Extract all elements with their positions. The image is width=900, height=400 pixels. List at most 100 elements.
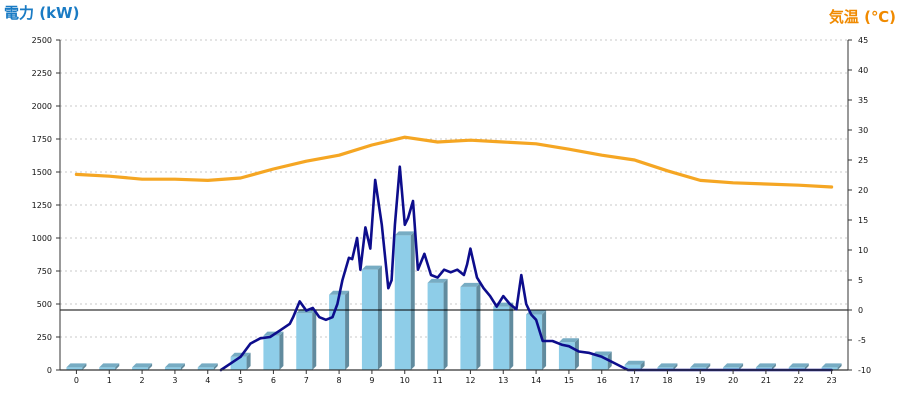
x-tick-label: 8 (337, 376, 342, 385)
bar-front (296, 313, 313, 370)
right-axis-title: 気温 (℃) (829, 8, 896, 26)
bar-side (345, 290, 350, 370)
x-tick-label: 3 (172, 376, 177, 385)
x-tick-label: 20 (728, 376, 738, 385)
right-axis-ticks: -10 -5 0 5 10 15 20 25 30 35 40 45 (848, 36, 871, 375)
x-tick-label: 11 (432, 376, 442, 385)
left-tick-label: 2500 (32, 36, 52, 45)
right-tick-label: 30 (858, 126, 868, 135)
bar (197, 363, 218, 370)
bar (558, 338, 579, 370)
right-tick-label: 25 (858, 156, 868, 165)
bar-front (690, 367, 707, 370)
bar-side (804, 363, 809, 370)
bar-side (837, 363, 842, 370)
right-tick-label: 45 (858, 36, 868, 45)
bar-front (394, 235, 411, 370)
left-tick-label: 0 (47, 366, 52, 375)
left-axis-ticks: 0 250 500 750 1000 1250 1500 1750 2000 2250 2500 (32, 36, 60, 375)
bar-top (821, 363, 842, 368)
x-tick-label: 14 (531, 376, 541, 385)
bar-top (394, 231, 415, 236)
bar-front (558, 342, 575, 370)
bar (329, 290, 350, 370)
bar (361, 265, 382, 370)
x-tick-label: 17 (629, 376, 639, 385)
right-tick-label: 35 (858, 96, 868, 105)
bar-series (66, 231, 842, 370)
bar-front (132, 367, 149, 370)
bar-top (66, 363, 87, 368)
bar-side (82, 363, 87, 370)
bar-front (821, 367, 838, 370)
x-tick-label: 6 (271, 376, 276, 385)
bar-top (460, 282, 481, 287)
bar (164, 363, 185, 370)
left-tick-label: 1750 (32, 135, 52, 144)
bar (755, 363, 776, 370)
axes (59, 40, 849, 371)
bar-front (197, 367, 214, 370)
bar-top (755, 363, 776, 368)
bar-side (739, 363, 744, 370)
bar-side (640, 360, 645, 370)
right-tick-label: -5 (858, 336, 866, 345)
bar-front (263, 335, 280, 370)
bar (493, 302, 514, 370)
bar-top (558, 338, 579, 343)
x-tick-label: 5 (238, 376, 243, 385)
right-tick-label: 5 (858, 276, 863, 285)
bar (132, 363, 153, 370)
right-tick-label: -10 (858, 366, 871, 375)
bar-top (197, 363, 218, 368)
bar-front (788, 367, 805, 370)
bar-top (132, 363, 153, 368)
bar-side (312, 309, 317, 370)
bar-top (690, 363, 711, 368)
bar (427, 278, 448, 370)
bar (821, 363, 842, 370)
bar (690, 363, 711, 370)
bar-front (427, 282, 444, 370)
x-tick-label: 0 (74, 376, 79, 385)
bar-front (526, 314, 543, 370)
bar (788, 363, 809, 370)
x-tick-label: 15 (564, 376, 574, 385)
x-tick-label: 10 (400, 376, 410, 385)
bar-side (706, 363, 711, 370)
x-tick-label: 21 (761, 376, 771, 385)
bar-front (657, 367, 674, 370)
x-tick-label: 13 (498, 376, 508, 385)
bar-front (755, 367, 772, 370)
x-tick-label: 4 (205, 376, 210, 385)
grid-lines (60, 39, 848, 338)
bar (66, 363, 87, 370)
bar-front (164, 367, 181, 370)
left-tick-label: 250 (37, 333, 52, 342)
right-tick-label: 40 (858, 66, 868, 75)
bar-side (377, 265, 382, 370)
x-tick-label: 2 (140, 376, 145, 385)
temperature-line (74, 135, 834, 189)
left-tick-label: 1000 (32, 234, 52, 243)
bar-side (115, 363, 120, 370)
power-series (219, 165, 833, 372)
x-axis-ticks: 0 1 2 3 4 5 6 7 8 9 10 11 12 13 14 15 16 17 18 19 20 21 22 23 (74, 370, 837, 385)
right-tick-label: 20 (858, 186, 868, 195)
bar-side (180, 363, 185, 370)
bar-side (148, 363, 153, 370)
bar (394, 231, 415, 370)
x-tick-label: 9 (369, 376, 374, 385)
bar-front (493, 306, 510, 370)
left-tick-label: 2000 (32, 102, 52, 111)
bar-side (213, 363, 218, 370)
left-axis-title: 電力 (kW) (4, 4, 79, 22)
x-tick-label: 1 (107, 376, 112, 385)
left-tick-label: 500 (37, 300, 52, 309)
x-tick-label: 12 (465, 376, 475, 385)
bar-front (99, 367, 116, 370)
bar-top (723, 363, 744, 368)
bar-side (673, 363, 678, 370)
bar-side (509, 302, 514, 370)
